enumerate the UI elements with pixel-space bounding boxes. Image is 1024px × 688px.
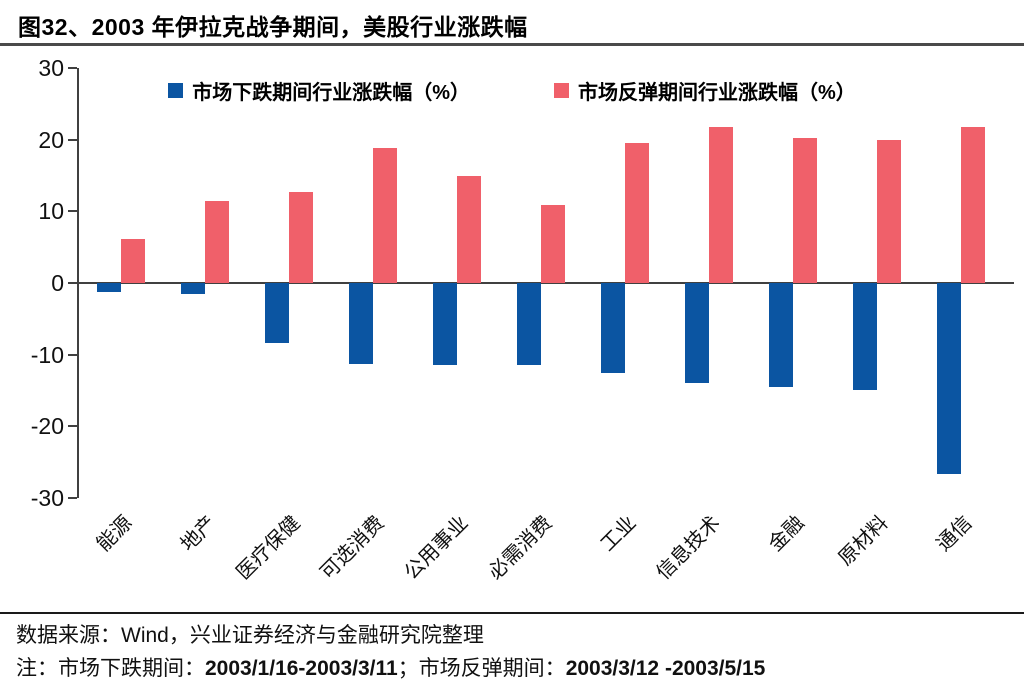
legend-swatch-icon bbox=[554, 83, 569, 98]
bar-decline-3 bbox=[348, 283, 373, 364]
title-underline bbox=[0, 43, 1024, 46]
data-source-prefix: 数据来源： bbox=[16, 624, 121, 647]
y-axis-tick bbox=[68, 282, 77, 284]
data-source-text: Wind，兴业证券经济与金融研究院整理 bbox=[121, 624, 484, 647]
note-period-rebound: 2003/3/12 -2003/5/15 bbox=[565, 657, 766, 680]
bar-decline-0 bbox=[96, 283, 121, 293]
bar-rebound-1 bbox=[204, 201, 229, 283]
y-axis-tick bbox=[68, 425, 77, 428]
bar-rebound-4 bbox=[456, 176, 481, 283]
bar-decline-1 bbox=[180, 283, 205, 294]
bar-decline-8 bbox=[768, 283, 793, 387]
bar-rebound-6 bbox=[624, 143, 649, 283]
page-title: 图32、2003 年伊拉克战争期间，美股行业涨跌幅 bbox=[18, 14, 528, 40]
bar-decline-5 bbox=[516, 283, 541, 366]
legend-item-1: 市场反弹期间行业涨跌幅（%） bbox=[554, 76, 856, 105]
bar-rebound-10 bbox=[960, 127, 985, 283]
note-line: 注：市场下跌期间：2003/1/16-2003/3/11；市场反弹期间：2003… bbox=[16, 652, 765, 682]
bar-decline-2 bbox=[264, 283, 289, 344]
bar-rebound-8 bbox=[792, 138, 817, 283]
y-axis-tick-label: 30 bbox=[38, 55, 64, 81]
legend-item-0: 市场下跌期间行业涨跌幅（%） bbox=[168, 76, 470, 105]
y-axis-tick-label: 20 bbox=[38, 126, 64, 153]
bar-decline-4 bbox=[432, 283, 457, 366]
y-axis-tick-label: 0 bbox=[51, 270, 64, 296]
zero-baseline bbox=[77, 282, 1014, 284]
bar-rebound-9 bbox=[876, 139, 901, 283]
y-axis-tick-label: -10 bbox=[30, 341, 64, 368]
bar-decline-7 bbox=[684, 283, 709, 384]
bar-decline-10 bbox=[936, 283, 961, 474]
y-axis-tick bbox=[68, 353, 77, 356]
y-axis-tick bbox=[68, 497, 77, 499]
y-axis-tick-label: 10 bbox=[38, 198, 64, 225]
note-middle: ；市场反弹期间： bbox=[397, 657, 566, 680]
note-prefix: 注：市场下跌期间： bbox=[16, 657, 205, 680]
y-axis-tick bbox=[68, 210, 77, 213]
y-axis-tick bbox=[68, 67, 77, 69]
y-axis-tick bbox=[68, 138, 77, 141]
bar-decline-9 bbox=[852, 283, 877, 390]
bar-decline-6 bbox=[600, 283, 625, 374]
bar-rebound-7 bbox=[708, 127, 733, 283]
note-period-decline: 2003/1/16-2003/3/11 bbox=[205, 657, 398, 680]
y-axis-tick-label: -20 bbox=[30, 413, 64, 440]
footer-divider-line bbox=[0, 612, 1024, 614]
bar-rebound-2 bbox=[288, 191, 313, 283]
bar-rebound-5 bbox=[540, 204, 565, 283]
bar-rebound-3 bbox=[372, 148, 397, 283]
legend-swatch-icon bbox=[168, 83, 184, 98]
data-source-line: 数据来源：Wind，兴业证券经济与金融研究院整理 bbox=[16, 619, 484, 649]
y-axis-tick-label: -30 bbox=[30, 485, 64, 511]
legend-label: 市场反弹期间行业涨跌幅（%） bbox=[578, 82, 856, 104]
bar-rebound-0 bbox=[120, 239, 145, 283]
chart-legend: 市场下跌期间行业涨跌幅（%） 市场反弹期间行业涨跌幅（%） bbox=[0, 76, 1024, 105]
legend-label: 市场下跌期间行业涨跌幅（%） bbox=[192, 82, 470, 104]
